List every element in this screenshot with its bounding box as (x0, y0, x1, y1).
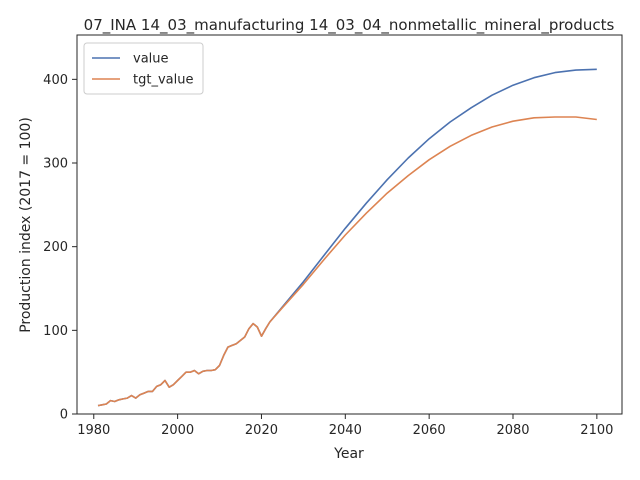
legend: value tgt_value (83, 42, 204, 95)
y-axis: 0 100 200 300 400 (43, 73, 77, 423)
series-lines (97, 68, 597, 407)
x-tick-label: 2100 (580, 423, 613, 438)
series-line-tgt_value (97, 116, 597, 407)
y-tick-label: 300 (43, 157, 68, 172)
y-tick-label: 0 (60, 408, 68, 423)
legend-label: tgt_value (133, 73, 193, 88)
chart-title: 07_INA 14_03_manufacturing 14_03_04_nonm… (84, 16, 615, 35)
x-tick-label: 2020 (245, 423, 278, 438)
x-axis-title: Year (333, 446, 364, 462)
x-tick-label: 2060 (413, 423, 446, 438)
plot-frame (76, 34, 623, 415)
legend-box (83, 42, 204, 95)
y-tick-label: 200 (43, 240, 68, 255)
y-tick-label: 100 (43, 324, 68, 339)
x-axis: 1980 2000 2020 2040 2060 2080 2100 (77, 414, 613, 438)
x-tick-label: 1980 (77, 423, 110, 438)
y-axis-title: Production index (2017 = 100) (18, 117, 34, 333)
x-tick-label: 2040 (329, 423, 362, 438)
x-tick-label: 2000 (161, 423, 194, 438)
y-tick-label: 400 (43, 73, 68, 88)
x-tick-label: 2080 (496, 423, 529, 438)
legend-label: value (133, 52, 169, 67)
